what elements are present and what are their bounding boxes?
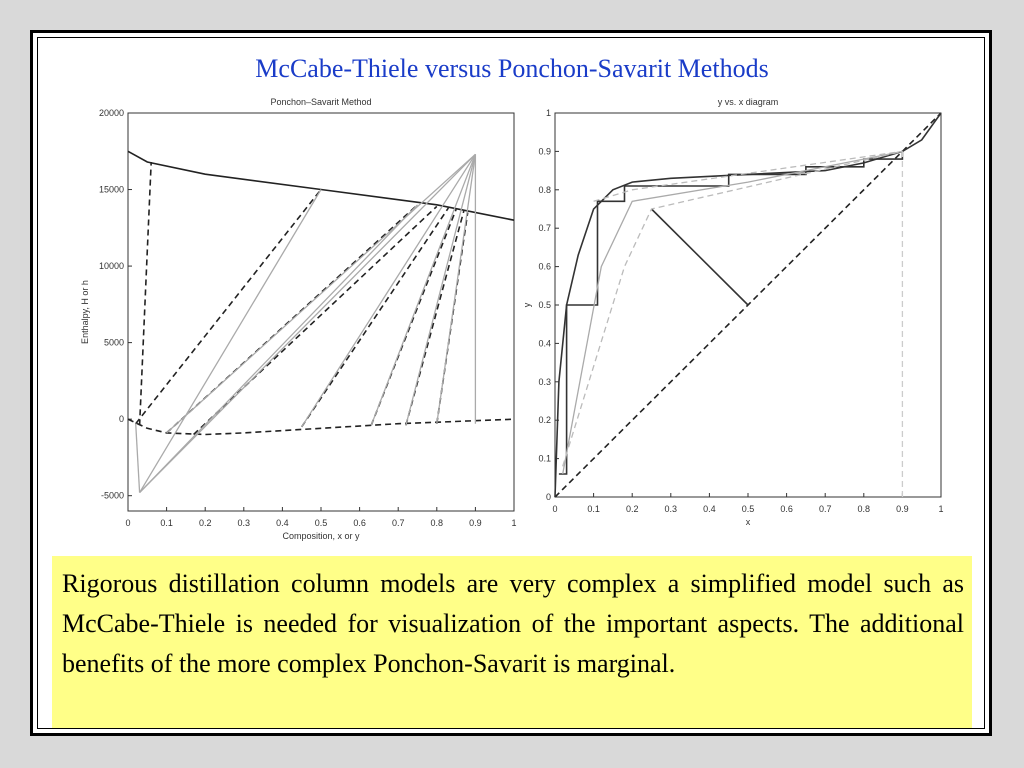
chart1-axes-box <box>127 112 515 512</box>
chart1-ylabel: Enthalpy, H or h <box>80 280 90 344</box>
chart2-xlabel: x <box>746 517 751 527</box>
caption-box: Rigorous distillation column models are … <box>52 556 972 728</box>
chart1-series-11 <box>135 423 141 493</box>
chart2-xtick-label: 0.7 <box>819 504 832 514</box>
chart1-ytick-label: -5000 <box>101 491 124 501</box>
chart1-ytick-label: 5000 <box>104 338 124 348</box>
chart1-series-3 <box>138 161 152 426</box>
chart2-ytick-label: 0 <box>546 492 551 502</box>
chart1-series-5 <box>166 204 419 434</box>
chart1-xtick-label: 0.1 <box>160 518 173 528</box>
chart2-xtick-label: 0.4 <box>703 504 716 514</box>
chart1-series-4 <box>135 189 322 425</box>
chart1-series-1 <box>127 150 515 221</box>
chart2-xtick-label: 0.2 <box>626 504 639 514</box>
chart2-ytick-label: 0.5 <box>538 300 551 310</box>
chart2-title: y vs. x diagram <box>718 97 779 107</box>
figure-svg: Ponchon–Savarit Method 0 0.1 0.2 0.3 0.4 0.5 0.… <box>80 97 944 541</box>
chart2-xtick-label: 0.1 <box>587 504 600 514</box>
chart1-series-12 <box>139 189 322 493</box>
chart1-series-17 <box>370 154 477 426</box>
chart2-ytick-label: 0.1 <box>538 454 551 464</box>
chart1-ytick-label: 10000 <box>99 261 124 271</box>
chart2-series-7 <box>593 150 903 202</box>
chart1-series-19 <box>436 154 477 424</box>
chart1-xtick-label: 0.7 <box>392 518 405 528</box>
chart2-ytick-label: 0.3 <box>538 377 551 387</box>
chart1-ytick-label: 0 <box>119 414 124 424</box>
chart2-series-6 <box>562 150 903 467</box>
chart2-ytick-label: 0.7 <box>538 223 551 233</box>
chart1-title: Ponchon–Savarit Method <box>270 97 371 107</box>
chart1-xtick-label: 0.4 <box>276 518 289 528</box>
chart1-series-7 <box>301 207 450 428</box>
chart1-xtick-label: 1 <box>511 518 516 528</box>
chart2-series-5 <box>562 150 903 475</box>
chart1-series-18 <box>405 154 477 426</box>
chart2-xtick-label: 0.6 <box>780 504 793 514</box>
figure-panel: Ponchon–Savarit Method 0 0.1 0.2 0.3 0.4 0.5 0.… <box>55 85 971 543</box>
chart1-series-2 <box>127 418 515 436</box>
chart2-xtick-label: 0.3 <box>665 504 678 514</box>
chart1-xtick-label: 0.5 <box>315 518 328 528</box>
chart2-xtick-label: 1 <box>938 504 943 514</box>
chart2-xtick-label: 0 <box>552 504 557 514</box>
chart1-xtick-label: 0.6 <box>353 518 366 528</box>
chart1-series-8 <box>370 209 457 426</box>
chart2-ytick-label: 0.2 <box>538 415 551 425</box>
chart2-series-3 <box>558 151 904 475</box>
slide-frame-inner <box>37 37 985 729</box>
chart2-series-4 <box>650 208 749 306</box>
slide-title: McCabe-Thiele versus Ponchon-Savarit Met… <box>255 54 769 83</box>
chart2-ytick-label: 0.4 <box>538 338 551 348</box>
chart1-xtick-label: 0 <box>125 518 130 528</box>
chart2-ytick-label: 0.9 <box>538 146 551 156</box>
chart1-series-9 <box>405 210 465 426</box>
chart1-series-13 <box>139 204 418 494</box>
chart2-ytick-label: 0.6 <box>538 262 551 272</box>
chart1-xtick-label: 0.2 <box>199 518 212 528</box>
chart1-ytick-label: 15000 <box>99 185 124 195</box>
chart2-ylabel: y <box>522 302 532 307</box>
chart2-ytick-label: 0.8 <box>538 185 551 195</box>
chart2-xtick-label: 0.5 <box>742 504 755 514</box>
chart2-ytick-label: 1 <box>546 108 551 118</box>
chart1-series-15 <box>166 153 476 434</box>
chart1-xtick-label: 0.9 <box>469 518 482 528</box>
chart1-xtick-label: 0.3 <box>238 518 251 528</box>
chart1-series-6 <box>193 205 438 436</box>
chart2-xtick-label: 0.9 <box>896 504 909 514</box>
caption-text: Rigorous distillation column models are … <box>62 569 964 678</box>
chart1-series-16 <box>301 153 476 428</box>
chart1-xlabel: Composition, x or y <box>282 531 360 541</box>
chart2-xtick-label: 0.8 <box>858 504 871 514</box>
chart1-series-14 <box>139 153 476 494</box>
chart1-ytick-label: 20000 <box>99 108 124 118</box>
chart1-xtick-label: 0.8 <box>431 518 444 528</box>
